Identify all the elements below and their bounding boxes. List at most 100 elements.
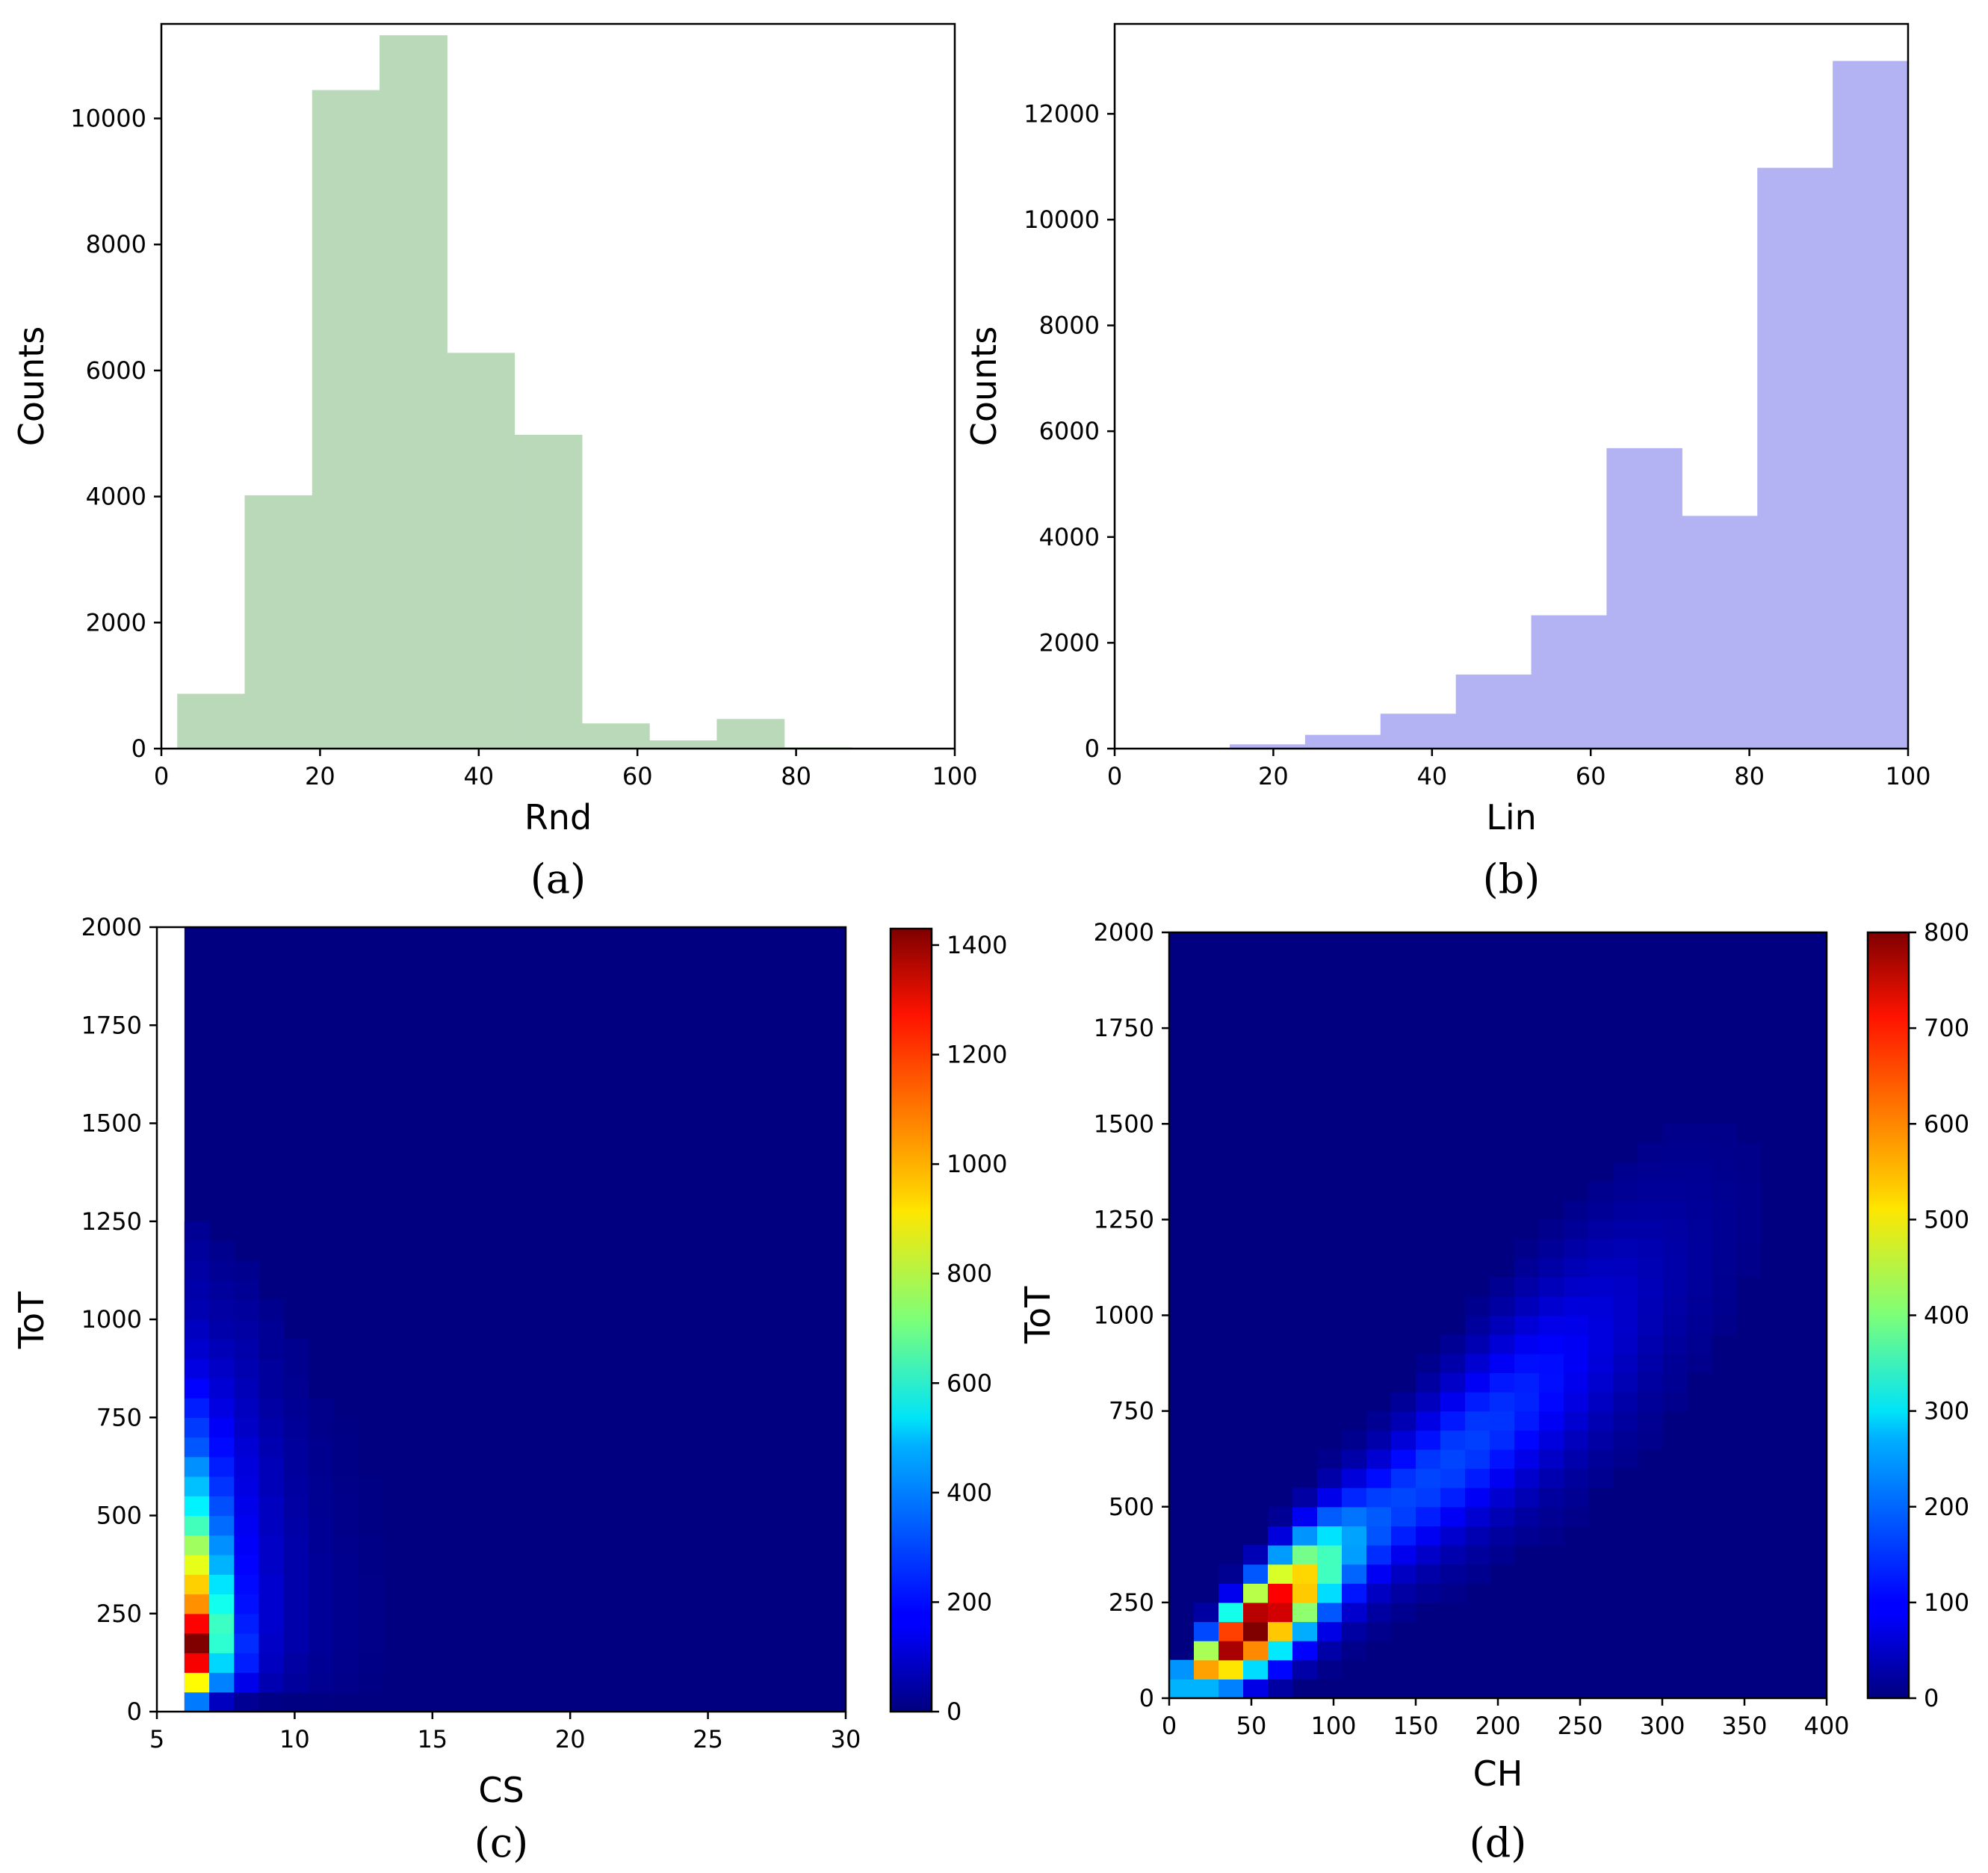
panel-d-cell xyxy=(1687,1219,1712,1239)
panel-d-cell xyxy=(1539,1449,1564,1470)
panel-d-cell xyxy=(1564,1430,1589,1450)
panel-c-caption: (c) xyxy=(474,1819,528,1866)
panel-d-cell xyxy=(1169,1679,1195,1699)
panel-b-bar xyxy=(1833,61,1909,749)
panel-c-cell xyxy=(283,1633,309,1653)
panel-c-cell xyxy=(209,1398,235,1418)
panel-d-cell xyxy=(1564,1277,1589,1297)
panel-d-cell xyxy=(1662,1219,1688,1239)
panel-d-cell xyxy=(1465,1526,1490,1546)
panel-d-cell xyxy=(1342,1506,1367,1526)
panel-c-colorbar-ticks: 0 200 400 600 800 1000 1200 1400 xyxy=(932,931,1007,1726)
panel-d-cell xyxy=(1514,1392,1540,1412)
panel-c-cell xyxy=(333,1555,359,1575)
panel-d-cell xyxy=(1490,1506,1515,1526)
panel-b-bar xyxy=(1682,516,1758,749)
panel-d-cell xyxy=(1564,1372,1589,1393)
panel-c-cell xyxy=(283,1339,309,1360)
panel-c-cell xyxy=(258,1535,285,1555)
panel-d-cell xyxy=(1317,1506,1343,1526)
panel-d-cell xyxy=(1564,1506,1589,1526)
panel-d-cell xyxy=(1194,1641,1219,1661)
panel-d-cell xyxy=(1317,1449,1343,1470)
panel-c-cell xyxy=(333,1613,359,1634)
panel-c-cell xyxy=(209,1515,235,1536)
panel-a-ytick-label: 4000 xyxy=(86,483,146,511)
panel-d-cell xyxy=(1638,1219,1663,1239)
panel-d-xtick-label: 150 xyxy=(1393,1712,1438,1740)
panel-d-cell xyxy=(1588,1277,1614,1297)
panel-a-ytick-label: 10000 xyxy=(70,105,146,133)
panel-b-bar xyxy=(1380,713,1457,749)
panel-b-ytick-label: 6000 xyxy=(1039,417,1100,445)
panel-c-cell xyxy=(333,1515,359,1536)
panel-d-cell xyxy=(1440,1392,1466,1412)
panel-d-cell xyxy=(1440,1506,1466,1526)
panel-c-colorbar-tick-label: 400 xyxy=(947,1479,992,1507)
panel-c-cell xyxy=(283,1555,309,1575)
panel-b-ytick-label: 12000 xyxy=(1024,99,1100,128)
panel-d-cell xyxy=(1490,1353,1515,1373)
panel-d-cell xyxy=(1416,1372,1441,1393)
panel-c-cell xyxy=(184,1672,210,1693)
panel-c-cell xyxy=(184,1496,210,1517)
panel-d-cell xyxy=(1638,1200,1663,1220)
panel-d-cell xyxy=(1588,1468,1614,1488)
panel-c-cell xyxy=(358,1691,384,1712)
panel-d-cell xyxy=(1662,1257,1688,1278)
panel-d-cell xyxy=(1440,1449,1466,1470)
panel-b-caption: (b) xyxy=(1483,855,1540,903)
panel-d-cell xyxy=(1638,1257,1663,1278)
panel-d-cell xyxy=(1465,1372,1490,1393)
panel-d-cell xyxy=(1662,1392,1688,1412)
panel-a-xtick-label: 80 xyxy=(781,762,811,790)
panel-c-cell xyxy=(209,1653,235,1674)
panel-d-cell xyxy=(1638,1181,1663,1201)
panel-d-ylabel: ToT xyxy=(1018,1286,1058,1344)
panel-d-cell xyxy=(1564,1411,1589,1431)
panel-d-cell xyxy=(1416,1545,1441,1565)
panel-c-cell xyxy=(308,1398,334,1418)
panel-d-cell xyxy=(1490,1487,1515,1508)
panel-c-xtick-label: 25 xyxy=(693,1725,723,1753)
panel-d-cell xyxy=(1366,1449,1392,1470)
panel-d-colorbar-tick-label: 500 xyxy=(1924,1205,1969,1233)
panel-c-cell xyxy=(283,1691,309,1712)
panel-d-ytick-label: 1500 xyxy=(1094,1109,1154,1138)
panel-c-colorbar-tick-label: 1000 xyxy=(947,1150,1007,1178)
panel-c-cell xyxy=(209,1574,235,1595)
panel-d-cell xyxy=(1490,1545,1515,1565)
panel-c-cell xyxy=(333,1417,359,1438)
panel-c-cell xyxy=(283,1672,309,1693)
panel-c-cell xyxy=(333,1672,359,1693)
panel-d-cell xyxy=(1712,1219,1737,1239)
panel-c-cell xyxy=(234,1653,260,1674)
panel-c-cell xyxy=(258,1555,285,1575)
panel-d-cell xyxy=(1292,1621,1318,1641)
panel-d-ytick-label: 250 xyxy=(1109,1588,1154,1617)
panel-d-cell xyxy=(1613,1277,1638,1297)
panel-d-cell xyxy=(1465,1411,1490,1431)
panel-d-colorbar xyxy=(1868,932,1909,1698)
panel-d-cell xyxy=(1465,1545,1490,1565)
panel-c-cell xyxy=(283,1535,309,1555)
panel-d-cell xyxy=(1490,1449,1515,1470)
panel-d-colorbar-tick-label: 800 xyxy=(1924,918,1969,947)
panel-c-cell xyxy=(209,1241,235,1261)
panel-d-cell xyxy=(1539,1334,1564,1355)
panel-c-x-ticks: 5 10 15 20 25 30 xyxy=(149,1712,861,1753)
panel-d-colorbar-tick-label: 600 xyxy=(1924,1109,1969,1138)
panel-d-cell xyxy=(1564,1449,1589,1470)
panel-d-cell xyxy=(1391,1411,1416,1431)
panel-d-cell xyxy=(1490,1392,1515,1412)
panel-c-cell xyxy=(184,1241,210,1261)
panel-d-cell xyxy=(1564,1468,1589,1488)
panel-d-cell xyxy=(1317,1564,1343,1584)
panel-d-cell xyxy=(1317,1526,1343,1546)
panel-c-cell xyxy=(258,1496,285,1517)
panel-c-cell xyxy=(234,1496,260,1517)
panel-d-cell xyxy=(1539,1526,1564,1546)
panel-a-bar xyxy=(312,90,380,749)
panel-d-cell xyxy=(1391,1468,1416,1488)
panel-d-cell xyxy=(1391,1583,1416,1603)
